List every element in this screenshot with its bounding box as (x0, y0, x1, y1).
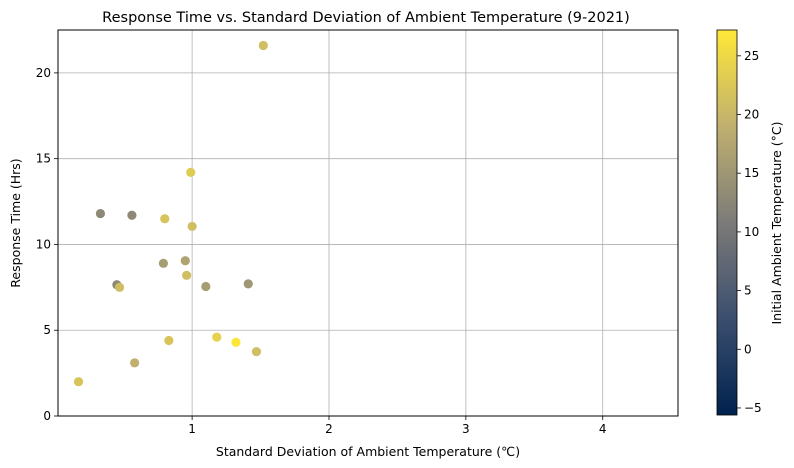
y-tick-label: 10 (36, 237, 51, 251)
y-tick-label: 5 (43, 323, 51, 337)
data-point (201, 281, 211, 292)
colorbar-tick-label: 10 (744, 225, 759, 239)
colorbar-tick-label: 25 (744, 49, 759, 63)
y-axis-label: Response Time (Hrs) (8, 158, 23, 287)
x-tick-label: 3 (462, 422, 470, 436)
y-tick-label: 0 (43, 409, 51, 423)
data-point (180, 256, 190, 266)
x-tick-label: 4 (599, 422, 607, 436)
data-points (73, 40, 268, 387)
plot-frame (57, 29, 679, 417)
colorbar-tick-label: −5 (744, 401, 762, 415)
data-point (164, 335, 174, 346)
data-point (114, 282, 125, 292)
data-point (182, 270, 192, 280)
colorbar-tick-label: 5 (744, 284, 752, 298)
data-point (187, 221, 197, 232)
x-axis-ticks: 1 2 3 4 (188, 416, 607, 436)
y-tick-label: 15 (36, 152, 51, 166)
colorbar-label: Initial Ambient Temperature (°C) (769, 121, 784, 324)
data-point (95, 208, 106, 219)
data-point (231, 337, 241, 347)
x-tick-label: 2 (325, 422, 333, 436)
data-point (158, 258, 168, 268)
y-tick-label: 20 (36, 66, 51, 80)
grid (58, 30, 678, 417)
colorbar-tick-label: 0 (744, 342, 752, 356)
data-point (258, 40, 268, 51)
colorbar-ticks: −5 0 5 10 15 20 25 (737, 49, 762, 415)
data-point (127, 210, 137, 220)
data-point (160, 214, 170, 224)
colorbar (716, 29, 738, 416)
data-point (251, 347, 262, 357)
chart-title: Response Time vs. Standard Deviation of … (102, 10, 630, 26)
data-point (186, 167, 196, 177)
data-point (212, 332, 222, 342)
x-axis-label: Standard Deviation of Ambient Temperatur… (216, 444, 520, 459)
x-tick-label: 1 (188, 422, 196, 436)
colorbar-tick-label: 20 (744, 108, 759, 122)
data-point (130, 358, 140, 368)
data-point (243, 279, 253, 289)
data-point (73, 377, 84, 387)
colorbar-tick-label: 15 (744, 166, 759, 180)
y-axis-ticks: 0 5 10 15 20 (36, 66, 58, 423)
